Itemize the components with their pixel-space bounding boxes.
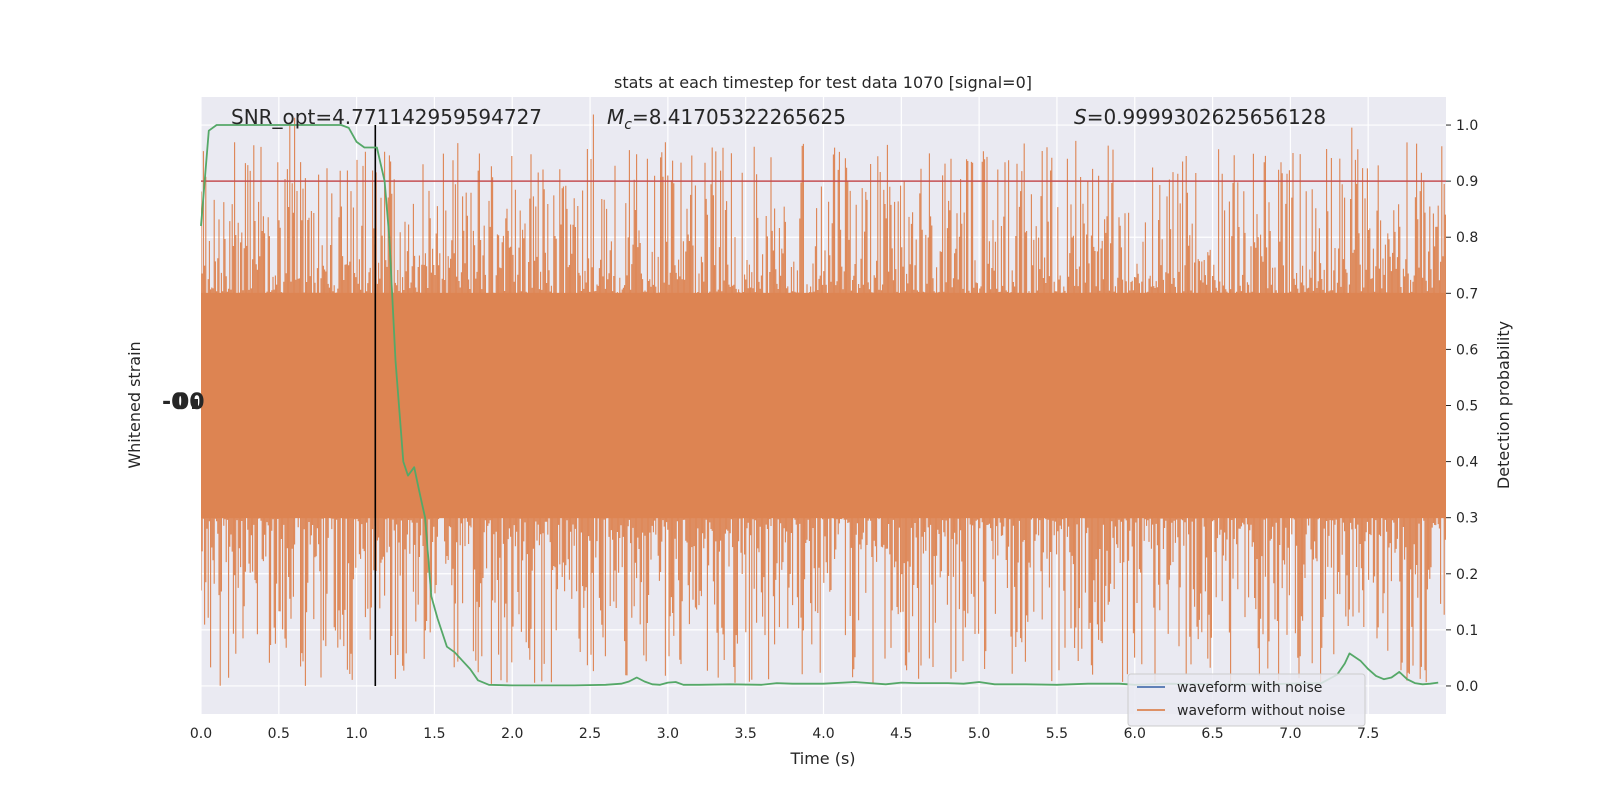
x-tick-label-2: 1.0 — [345, 726, 367, 742]
x-tick-label-14: 7.0 — [1279, 726, 1301, 742]
x-tick-label-6: 3.0 — [657, 726, 679, 742]
legend-label-clean: waveform without noise — [1177, 703, 1345, 719]
left-axis-clutter: -0 00 — [162, 390, 205, 415]
y-tick-label-10: 1.0 — [1456, 118, 1478, 134]
right-axis-ticks: 0.0 0.1 0.2 0.3 0.4 0.5 0.6 0.7 0.8 0.9 1.0 — [1446, 118, 1478, 695]
y-tick-label-5: 0.5 — [1456, 399, 1478, 415]
y-tick-label-9: 0.9 — [1456, 174, 1478, 190]
x-tick-label-5: 2.5 — [579, 726, 601, 742]
x-tick-label-12: 6.0 — [1124, 726, 1146, 742]
strain-noise-trace — [201, 114, 1446, 686]
y-axis-right-label: Detection probability — [1494, 321, 1513, 489]
y-tick-label-6: 0.6 — [1456, 342, 1478, 358]
chart-title: stats at each timestep for test data 107… — [614, 73, 1032, 92]
x-axis-label: Time (s) — [789, 749, 855, 768]
y-tick-label-3: 0.3 — [1456, 511, 1478, 527]
legend-box — [1127, 673, 1366, 727]
x-tick-label-15: 7.5 — [1357, 726, 1379, 742]
chirp-mass-annotation: Mc=8.41705322265625 — [607, 105, 846, 133]
x-tick-label-4: 2.0 — [501, 726, 523, 742]
x-tick-label-8: 4.0 — [812, 726, 834, 742]
y-tick-label-0: 0.0 — [1456, 679, 1478, 695]
x-tick-label-1: 0.5 — [268, 726, 290, 742]
strain-waveform — [201, 114, 1446, 686]
y-axis-left-label: Whitened strain — [125, 341, 144, 468]
left-tick-overlap: -0 — [162, 390, 186, 415]
x-tick-label-10: 5.0 — [968, 726, 990, 742]
x-tick-label-3: 1.5 — [423, 726, 445, 742]
y-tick-label-4: 0.4 — [1456, 455, 1478, 471]
legend-label-noise: waveform with noise — [1177, 680, 1322, 696]
x-tick-label-13: 6.5 — [1201, 726, 1223, 742]
snr-annotation: SNR_opt=4.771142959594727 — [231, 105, 542, 129]
y-tick-label-8: 0.8 — [1456, 230, 1478, 246]
s-annotation: S=0.9999302625656128 — [1074, 105, 1326, 129]
x-axis-ticks: 0.0 0.5 1.0 1.5 2.0 2.5 3.0 3.5 4.0 4.5 5.0 5.5 6.0 6… — [190, 726, 1379, 742]
x-tick-label-11: 5.5 — [1046, 726, 1068, 742]
legend: waveform with noise waveform without noi… — [1127, 673, 1366, 727]
y-tick-label-1: 0.1 — [1456, 623, 1478, 639]
x-tick-label-9: 4.5 — [890, 726, 912, 742]
x-tick-label-7: 3.5 — [735, 726, 757, 742]
y-tick-label-7: 0.7 — [1456, 286, 1478, 302]
x-tick-label-0: 0.0 — [190, 726, 212, 742]
left-tick-block — [192, 399, 198, 409]
y-tick-label-2: 0.2 — [1456, 567, 1478, 583]
left-tick-overlap-2: 00 — [174, 390, 205, 415]
